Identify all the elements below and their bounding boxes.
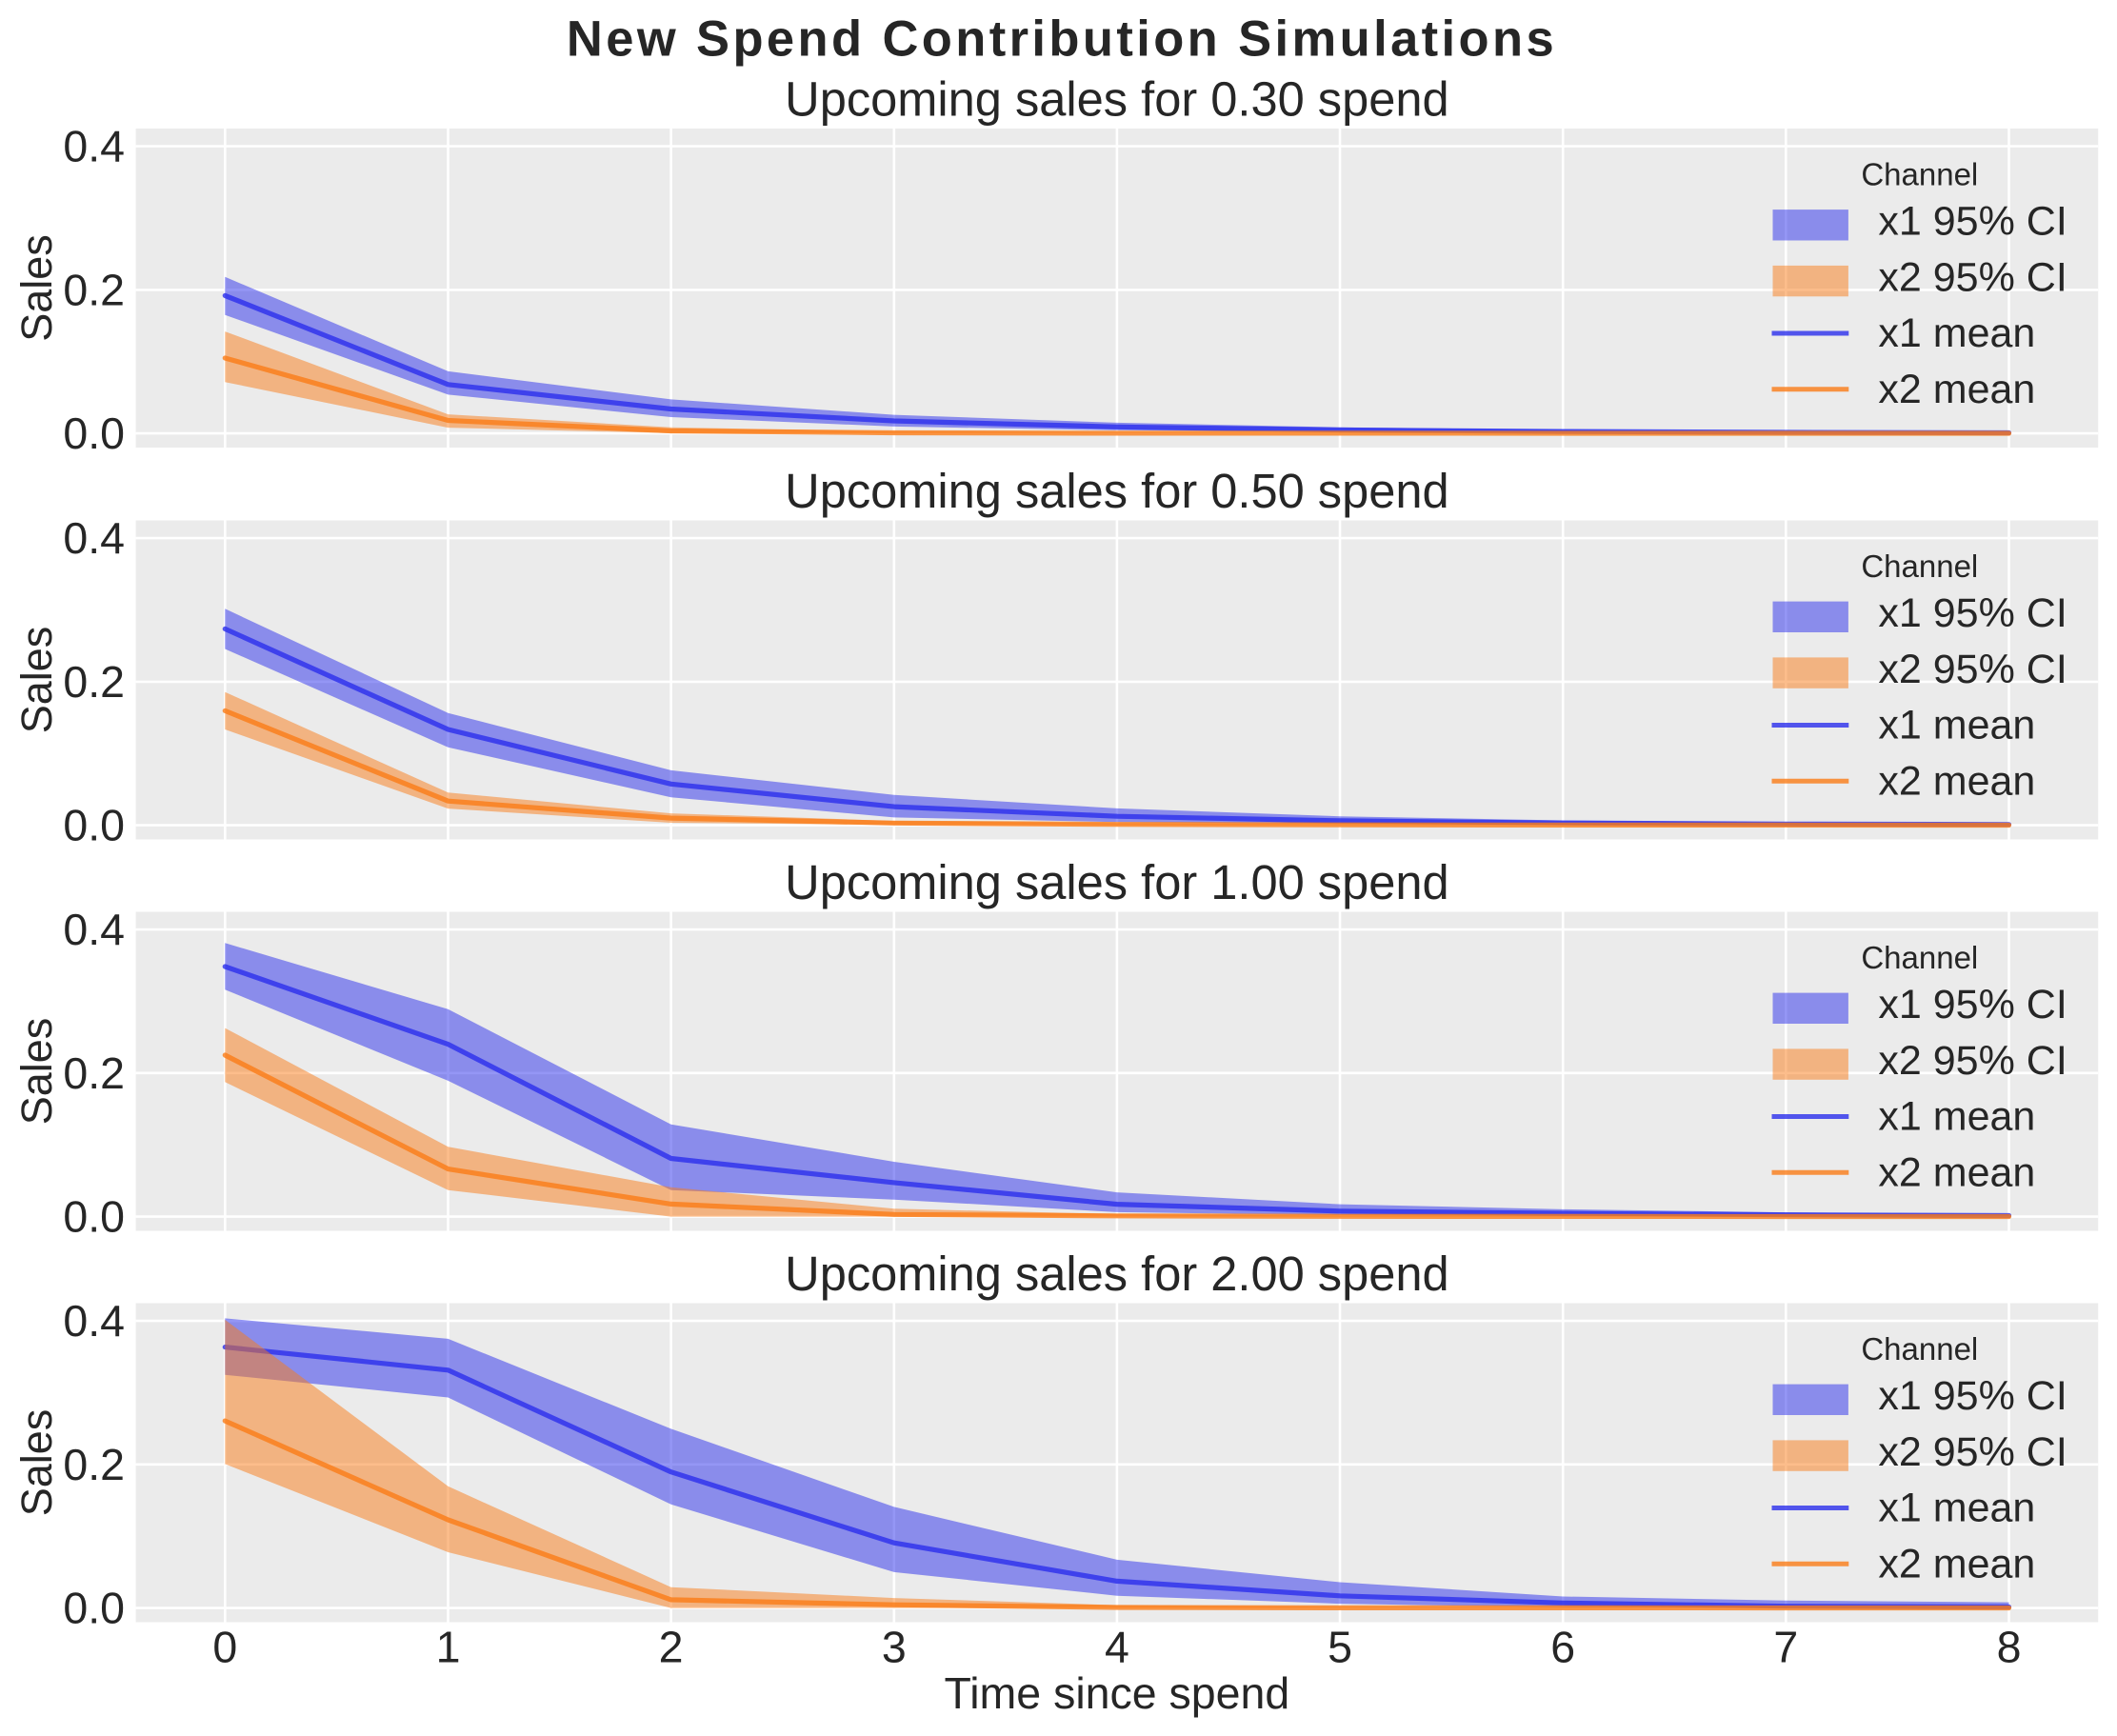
svg-text:0.0: 0.0 [63, 801, 125, 850]
svg-text:x2 95% CI: x2 95% CI [1878, 1429, 2067, 1475]
svg-text:x1 mean: x1 mean [1878, 703, 2035, 748]
svg-text:x2 95% CI: x2 95% CI [1878, 647, 2067, 692]
svg-text:Upcoming sales for 0.50 spend: Upcoming sales for 0.50 spend [785, 464, 1448, 518]
svg-text:0.2: 0.2 [63, 1048, 125, 1098]
svg-text:3: 3 [882, 1623, 907, 1672]
svg-text:0: 0 [212, 1623, 237, 1672]
svg-text:x1 95% CI: x1 95% CI [1878, 199, 2067, 245]
svg-text:6: 6 [1550, 1623, 1575, 1672]
svg-text:Sales: Sales [12, 1409, 61, 1517]
svg-text:Channel: Channel [1861, 549, 1978, 584]
svg-text:0.0: 0.0 [63, 409, 125, 458]
svg-text:New Spend Contribution Simulat: New Spend Contribution Simulations [567, 10, 1557, 67]
svg-text:x2 95% CI: x2 95% CI [1878, 1038, 2067, 1084]
svg-text:x2 mean: x2 mean [1878, 1542, 2035, 1587]
svg-text:x2 mean: x2 mean [1878, 759, 2035, 805]
svg-text:5: 5 [1328, 1623, 1352, 1672]
svg-text:0.4: 0.4 [63, 905, 125, 954]
svg-text:0.4: 0.4 [63, 513, 125, 563]
svg-text:x1 95% CI: x1 95% CI [1878, 590, 2067, 636]
svg-text:Time since spend: Time since spend [945, 1668, 1290, 1718]
svg-text:x1 mean: x1 mean [1878, 1486, 2035, 1531]
svg-text:x2 mean: x2 mean [1878, 1150, 2035, 1196]
svg-text:4: 4 [1105, 1623, 1129, 1672]
svg-text:0.2: 0.2 [63, 265, 125, 314]
svg-text:Sales: Sales [12, 1018, 61, 1126]
svg-text:Channel: Channel [1861, 940, 1978, 975]
svg-text:Upcoming sales for 0.30 spend: Upcoming sales for 0.30 spend [785, 71, 1448, 126]
svg-text:0.2: 0.2 [63, 657, 125, 707]
svg-text:0.0: 0.0 [63, 1584, 125, 1633]
svg-text:x2 95% CI: x2 95% CI [1878, 254, 2067, 300]
svg-text:0.0: 0.0 [63, 1192, 125, 1242]
svg-text:Sales: Sales [12, 234, 61, 342]
svg-text:Upcoming sales for 2.00 spend: Upcoming sales for 2.00 spend [785, 1247, 1448, 1301]
svg-text:x1 mean: x1 mean [1878, 1094, 2035, 1140]
svg-text:x2 mean: x2 mean [1878, 367, 2035, 412]
svg-text:0.4: 0.4 [63, 122, 125, 171]
svg-text:8: 8 [1997, 1623, 2022, 1672]
svg-text:1: 1 [436, 1623, 461, 1672]
svg-text:7: 7 [1773, 1623, 1798, 1672]
svg-text:Sales: Sales [12, 627, 61, 734]
svg-text:0.4: 0.4 [63, 1296, 125, 1346]
svg-text:x1 95% CI: x1 95% CI [1878, 982, 2067, 1028]
svg-text:Upcoming sales for 1.00 spend: Upcoming sales for 1.00 spend [785, 855, 1448, 909]
svg-text:Channel: Channel [1861, 156, 1978, 191]
svg-text:0.2: 0.2 [63, 1440, 125, 1489]
svg-text:Channel: Channel [1861, 1331, 1978, 1367]
svg-text:2: 2 [659, 1623, 684, 1672]
svg-text:x1 mean: x1 mean [1878, 310, 2035, 356]
svg-text:x1 95% CI: x1 95% CI [1878, 1373, 2067, 1419]
